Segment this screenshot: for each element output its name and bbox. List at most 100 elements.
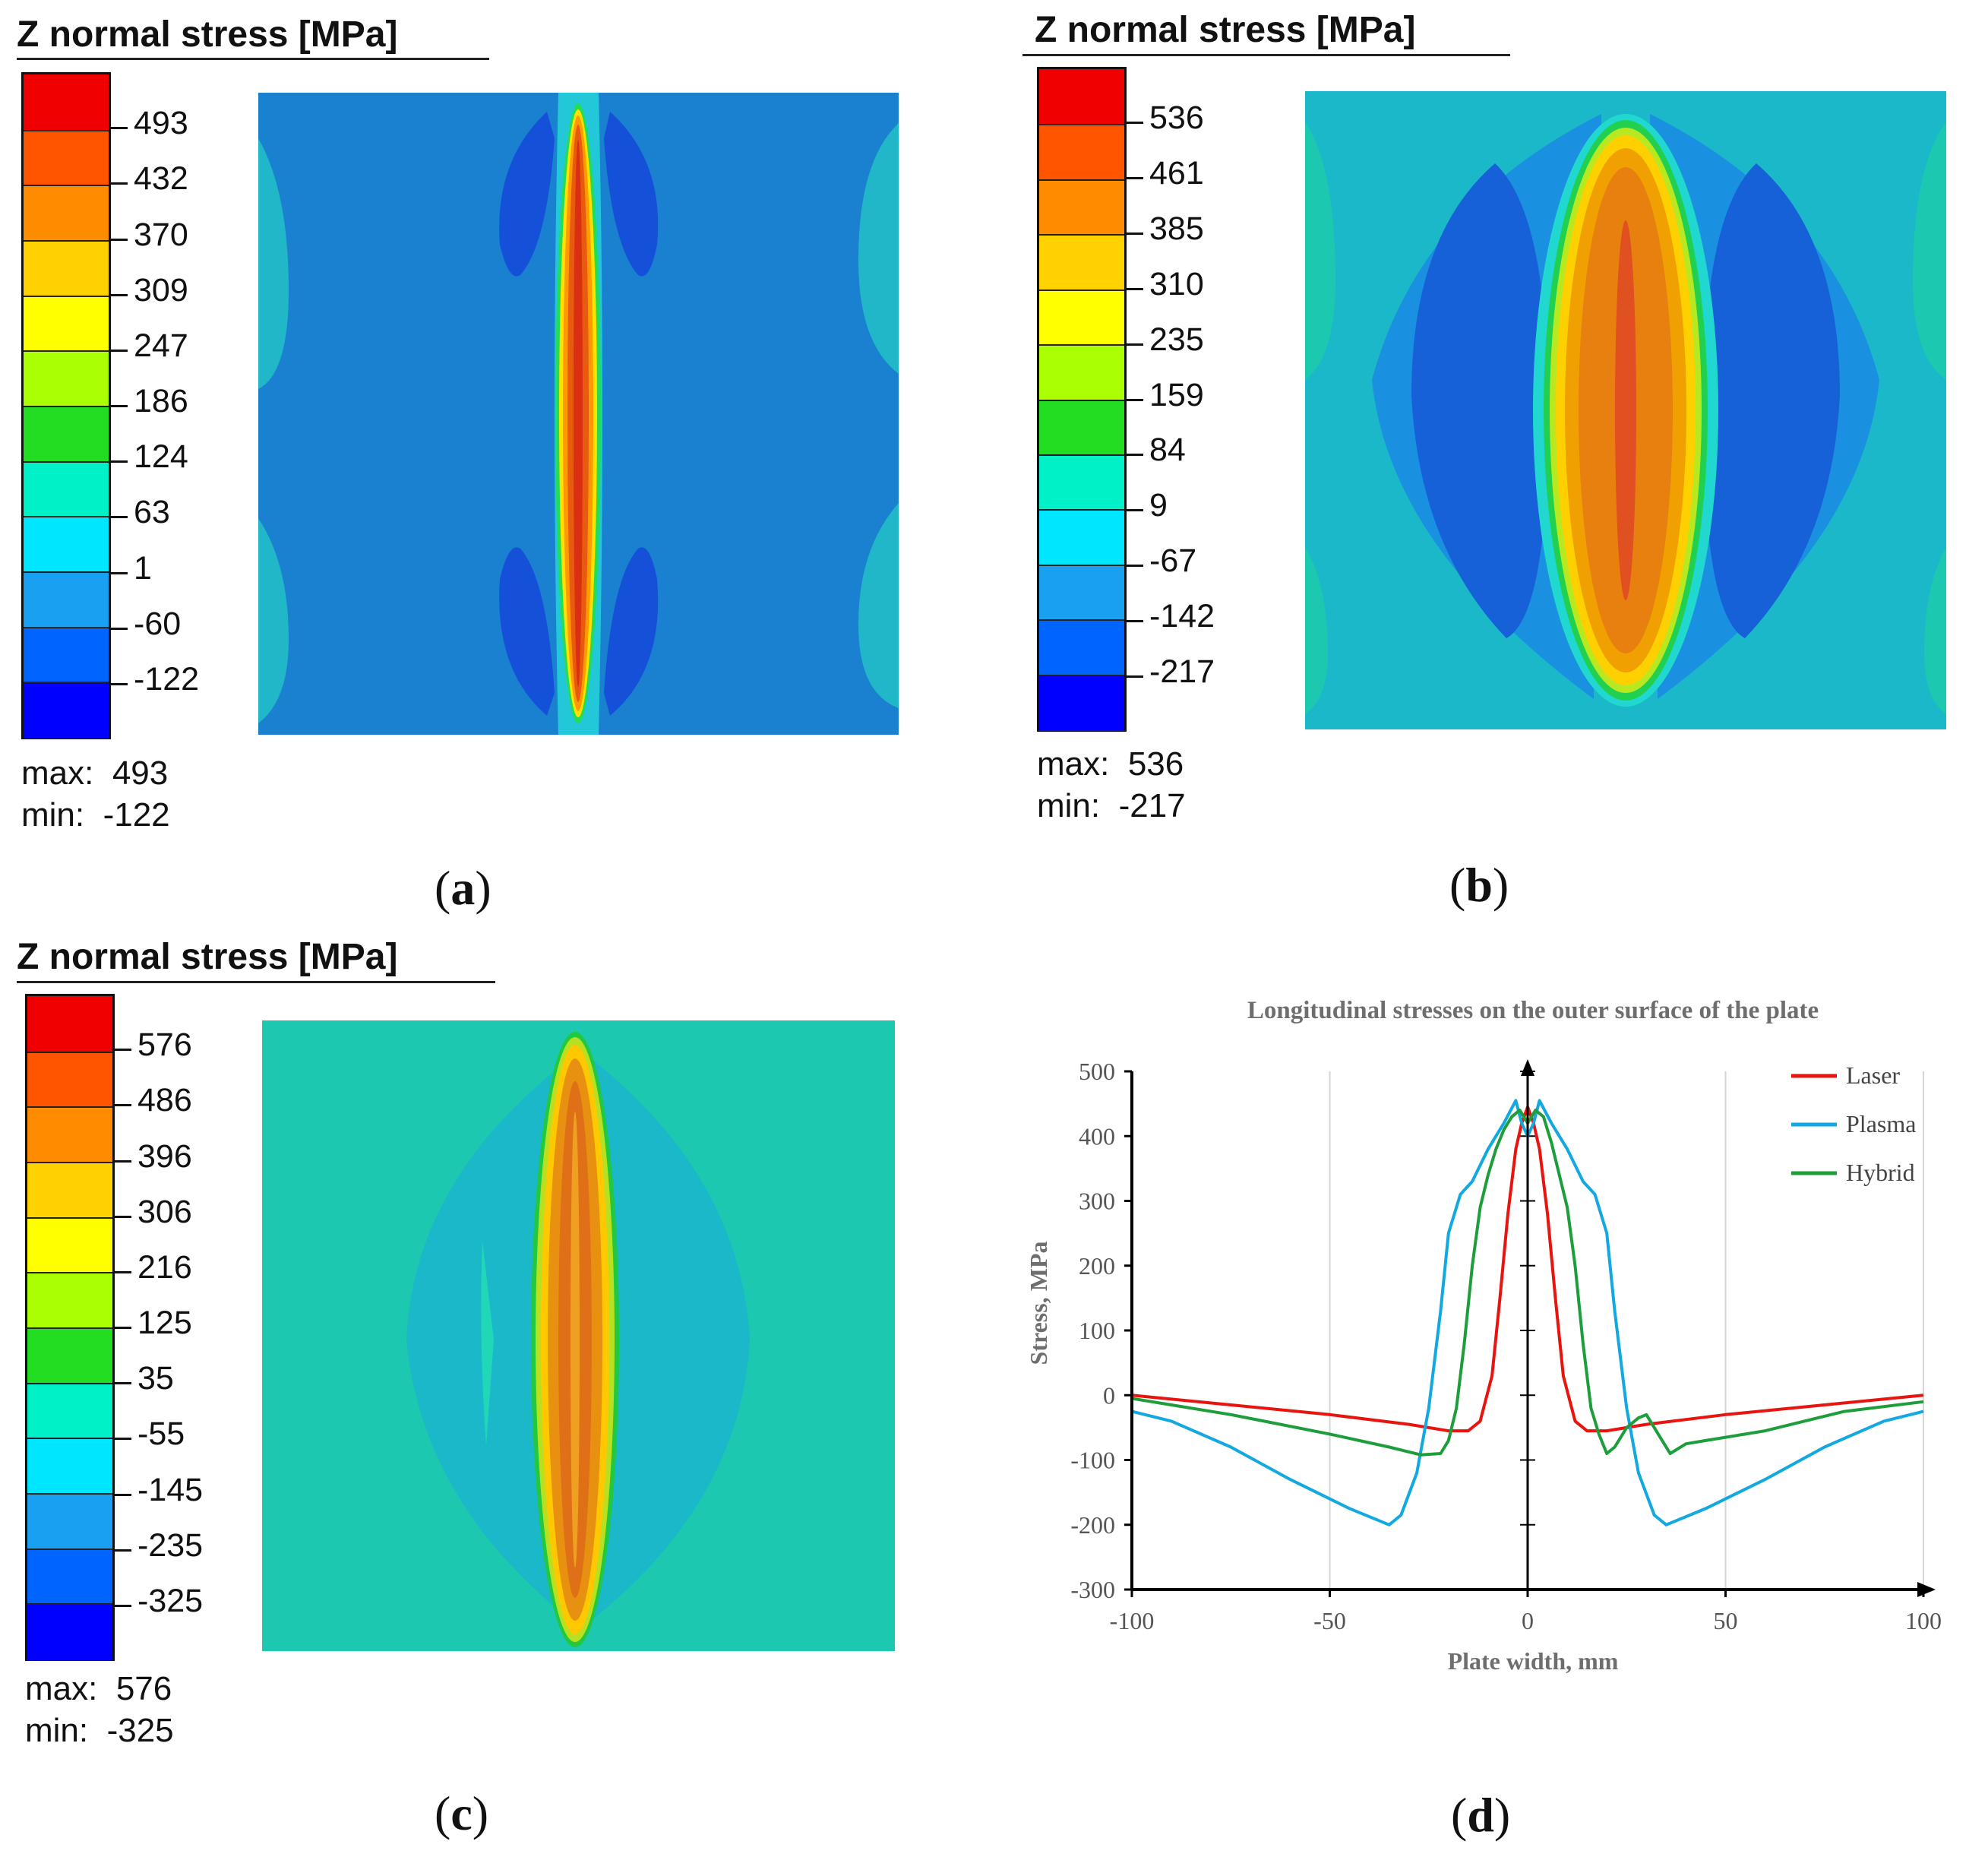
tick-mark — [1127, 509, 1143, 512]
tick-label: 306 — [137, 1193, 192, 1230]
panel-caption: (b) — [1449, 858, 1509, 912]
colorbar-segment — [24, 406, 109, 463]
tick-mark — [1127, 675, 1143, 679]
tick-label: 186 — [134, 383, 188, 419]
tick-mark — [111, 460, 128, 463]
x-tick-label: 100 — [1905, 1607, 1942, 1634]
colorbar-segment — [24, 460, 109, 518]
x-tick-label: -100 — [1110, 1607, 1155, 1634]
min-readout: min: -122 — [21, 794, 170, 836]
max-label: max: — [1037, 745, 1110, 783]
axes — [1130, 1059, 1936, 1597]
tick-mark — [111, 405, 128, 407]
y-tick-label: 400 — [1079, 1122, 1115, 1150]
panel-caption: (d) — [1451, 1788, 1511, 1842]
colorbar-segment — [27, 1603, 112, 1661]
x-tick-label: 0 — [1522, 1607, 1534, 1634]
tick-mark — [1127, 232, 1143, 235]
legend-title: Z normal stress [MPa] — [17, 14, 398, 55]
tick-label: -235 — [137, 1526, 204, 1564]
colorbar-segment — [27, 1216, 112, 1274]
tick-label: 370 — [134, 216, 188, 253]
colorbar-segment — [24, 516, 109, 574]
colorbar-segment — [1039, 509, 1124, 567]
colorbar-segment — [1039, 564, 1124, 622]
tick-mark — [115, 1549, 131, 1552]
tick-label: 309 — [134, 271, 188, 308]
tick-label: -60 — [134, 605, 182, 642]
tick-label: 536 — [1149, 99, 1204, 136]
tick-label: 310 — [1149, 265, 1204, 302]
tick-label: 63 — [134, 494, 170, 531]
max-label: max: — [25, 1670, 98, 1707]
y-tick-label: 200 — [1079, 1252, 1115, 1280]
max-label: max: — [21, 755, 94, 792]
tick-mark — [115, 1382, 131, 1385]
tick-label: -142 — [1149, 598, 1215, 635]
legend-title: Z normal stress [MPa] — [17, 937, 398, 977]
tick-mark — [115, 1104, 131, 1107]
legend-label-hybrid: Hybrid — [1846, 1159, 1915, 1186]
tick-mark — [1127, 287, 1143, 290]
x-axis-label: Plate width, mm — [1448, 1647, 1619, 1675]
colorbar-segment — [1039, 179, 1124, 236]
panel-b: Z normal stress [MPa] 536 461 385 310 235 159… — [1010, 0, 1988, 927]
min-value: -217 — [1118, 787, 1186, 824]
y-tick-label: 300 — [1079, 1188, 1115, 1215]
tick-mark — [115, 1438, 131, 1441]
y-axis-label: Stress, MPa — [1025, 1242, 1052, 1365]
colorbar-segment — [1039, 289, 1124, 346]
colorbar-segment — [1039, 344, 1124, 401]
tick-label: 124 — [134, 438, 188, 476]
legend-label-laser: Laser — [1846, 1061, 1900, 1089]
min-value: -122 — [103, 796, 170, 834]
colorbar-segment — [1039, 399, 1124, 457]
max-value: 576 — [115, 1670, 172, 1707]
grid — [1329, 1071, 1924, 1590]
legend-title-underline — [17, 58, 489, 60]
y-tick-label: -100 — [1070, 1447, 1115, 1474]
max-value: 493 — [112, 755, 169, 792]
colorbar-segment — [1039, 234, 1124, 292]
colorbar-segment — [24, 240, 109, 298]
colorbar — [21, 72, 111, 739]
tick-label: 84 — [1149, 432, 1186, 469]
colorbar-segment — [24, 571, 109, 629]
tick-label: 247 — [134, 327, 188, 364]
colorbar-segment — [24, 129, 109, 187]
tick-mark — [1127, 176, 1143, 179]
colorbar-segment — [27, 1162, 112, 1220]
tick-label: -217 — [1149, 653, 1215, 691]
tick-mark — [111, 682, 128, 685]
legend-label-plasma: Plasma — [1846, 1110, 1916, 1137]
min-label: min: — [1037, 787, 1101, 824]
colorbar-segment — [24, 350, 109, 408]
x-tick-label: 50 — [1714, 1607, 1738, 1634]
axis-ticks: -100 -50 0 50 100 -300 -200 -100 0 100 200 300 400 50… — [1070, 1058, 1942, 1634]
tick-label: -122 — [134, 660, 200, 698]
min-readout: min: -325 — [25, 1710, 174, 1751]
colorbar-segment — [27, 1382, 112, 1440]
colorbar-segment — [27, 1493, 112, 1551]
tick-label: 35 — [137, 1360, 174, 1397]
tick-label: 396 — [137, 1137, 192, 1175]
colorbar-segment — [24, 185, 109, 242]
tick-label: -145 — [137, 1471, 204, 1508]
tick-mark — [1127, 398, 1143, 401]
colorbar — [25, 994, 115, 1661]
tick-label: 1 — [134, 549, 152, 587]
tick-mark — [1127, 565, 1143, 568]
max-readout: max: 493 — [21, 752, 168, 794]
stress-contour-plot — [262, 1020, 895, 1651]
colorbar-segment — [24, 626, 109, 684]
colorbar-segment — [27, 1548, 112, 1605]
tick-label: 461 — [1149, 154, 1204, 191]
tick-label: 385 — [1149, 210, 1204, 247]
tick-mark — [115, 1604, 131, 1607]
panel-caption: (a) — [435, 861, 491, 915]
tick-mark — [1127, 454, 1143, 457]
stress-contour-plot — [1305, 91, 1946, 729]
tick-label: 493 — [134, 105, 188, 142]
stress-contour-plot — [258, 93, 899, 735]
panel-d: Longitudinal stresses on the outer surfa… — [988, 957, 1988, 1857]
